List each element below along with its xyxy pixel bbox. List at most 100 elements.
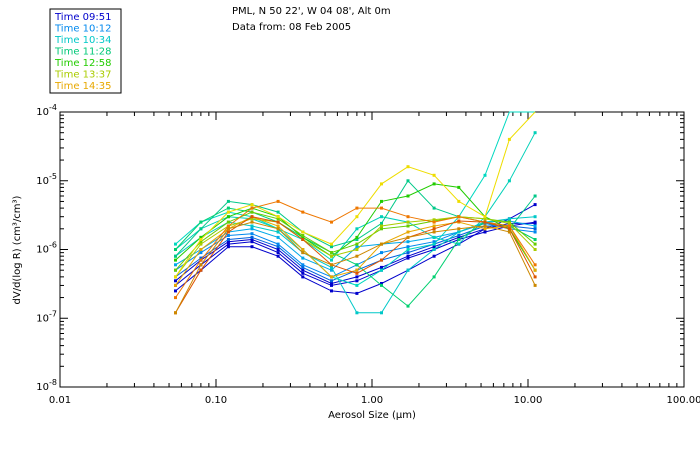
series-point (174, 242, 177, 246)
series-point (533, 263, 537, 267)
x-tick-label: 100.00 (667, 395, 700, 406)
series-line (175, 111, 536, 286)
series-point (380, 206, 383, 210)
series-point (380, 282, 383, 285)
series-point (432, 235, 436, 239)
series-point (174, 263, 177, 267)
series-point (226, 238, 230, 241)
series-point (507, 230, 511, 234)
series-point (330, 275, 333, 279)
series-point (533, 215, 537, 219)
series-point (406, 256, 410, 260)
legend-entry: Time 12:58 (54, 58, 111, 69)
series-point (199, 263, 203, 267)
series-point (533, 203, 537, 207)
legend-entry: Time 09:51 (54, 12, 111, 23)
series-point (380, 258, 383, 262)
series-point (355, 268, 359, 272)
series-point (301, 238, 305, 241)
series-point (250, 245, 254, 249)
series-point (276, 215, 280, 219)
series-point (457, 242, 461, 246)
series-point (432, 242, 436, 246)
series-point (483, 227, 487, 231)
series-point (533, 230, 537, 234)
series-point (507, 221, 511, 225)
series-point (483, 224, 487, 228)
series-point (330, 242, 333, 246)
series-point (533, 194, 537, 198)
series-point (250, 206, 254, 210)
chart-header-date: Data from: 08 Feb 2005 (232, 22, 351, 33)
series-point (380, 182, 383, 186)
series-point (483, 220, 487, 224)
legend-entry: Time 11:28 (54, 47, 111, 58)
series-point (483, 215, 487, 219)
series-point (301, 234, 305, 237)
legend-entry: Time 10:12 (54, 24, 111, 35)
series-point (226, 220, 230, 224)
series-point (355, 245, 359, 249)
series-point (226, 199, 230, 203)
series-point (250, 224, 254, 228)
y-tick-label: 10-8 (36, 378, 57, 393)
series-point (250, 210, 254, 214)
series-point (533, 131, 537, 135)
series-point (301, 210, 305, 214)
y-tick-label: 10-4 (36, 103, 57, 118)
series-point (432, 230, 436, 234)
series-point (226, 230, 230, 234)
series-point (199, 258, 203, 262)
series-point (174, 279, 177, 283)
series-point (457, 199, 461, 203)
series-point (406, 248, 410, 251)
series-point (330, 251, 333, 255)
series-point (457, 230, 461, 234)
series-point (250, 217, 254, 221)
series-point (457, 235, 461, 239)
series-point (507, 217, 511, 221)
series-point (199, 242, 203, 246)
series-point (380, 242, 383, 246)
series-point (355, 242, 359, 246)
series-point (432, 254, 436, 258)
series-point (406, 235, 410, 239)
y-tick-label: 10-7 (36, 309, 57, 324)
series-point (507, 227, 511, 231)
series-point (226, 215, 230, 219)
series-point (406, 224, 410, 228)
series-point (226, 206, 230, 210)
series-point (483, 173, 487, 177)
series-point (199, 256, 203, 260)
series-point (301, 271, 305, 275)
y-tick-label: 10-5 (36, 172, 57, 187)
series-point (457, 219, 461, 223)
series-point (406, 230, 410, 234)
x-axis-title: Aerosol Size (μm) (328, 410, 416, 421)
series-point (533, 275, 537, 279)
series-point (276, 248, 280, 251)
series-point (432, 218, 436, 222)
series-point (355, 271, 359, 275)
series-point (301, 251, 305, 255)
series-point (250, 220, 254, 224)
y-axis-title: dV/d(log R) (cm³/cm³) (12, 195, 23, 304)
series-point (330, 220, 333, 224)
series-point (301, 256, 305, 260)
series-point (250, 215, 254, 219)
legend-entry: Time 10:34 (54, 35, 111, 46)
series-point (330, 279, 333, 283)
series-point (432, 245, 436, 249)
series-point (330, 282, 333, 285)
series-point (174, 283, 177, 287)
series-point (457, 215, 461, 219)
series-point (380, 224, 383, 228)
series-point (432, 206, 436, 210)
series-point (355, 238, 359, 241)
series-point (301, 275, 305, 279)
series-point (301, 263, 305, 267)
chart-header-location: PML, N 50 22', W 04 08', Alt 0m (232, 6, 391, 17)
series-point (406, 179, 410, 183)
series-point (457, 227, 461, 231)
